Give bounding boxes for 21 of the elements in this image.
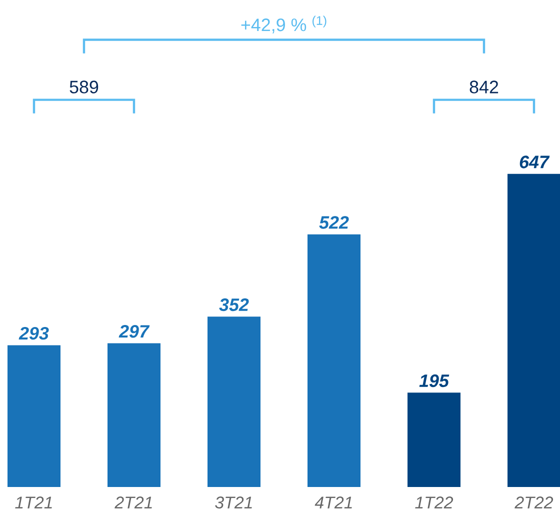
data-label: 522: [319, 216, 349, 229]
bar: [108, 343, 160, 487]
data-label: 293: [18, 326, 49, 340]
x-tick-label: 3T21: [215, 496, 252, 509]
text: +42,9 % $^{(1)}$: [241, 16, 326, 34]
text: 589: [70, 80, 98, 94]
x-tick-label: 1T22: [415, 496, 454, 508]
bar: [408, 392, 460, 487]
data-label: 297: [118, 325, 150, 338]
x-tick-label: 4T21: [314, 496, 352, 508]
data-label: 647: [520, 156, 550, 168]
x-tick-label: 2T22: [514, 496, 554, 508]
text: 842: [470, 80, 498, 94]
bar: [308, 234, 360, 487]
data-label: 195: [419, 374, 450, 388]
bar: [8, 345, 60, 487]
x-tick-label: 1T21: [15, 496, 52, 508]
bar: [208, 316, 260, 487]
x-tick-label: 2T21: [114, 496, 152, 508]
data-label: 352: [219, 298, 249, 312]
bar: [508, 174, 560, 487]
